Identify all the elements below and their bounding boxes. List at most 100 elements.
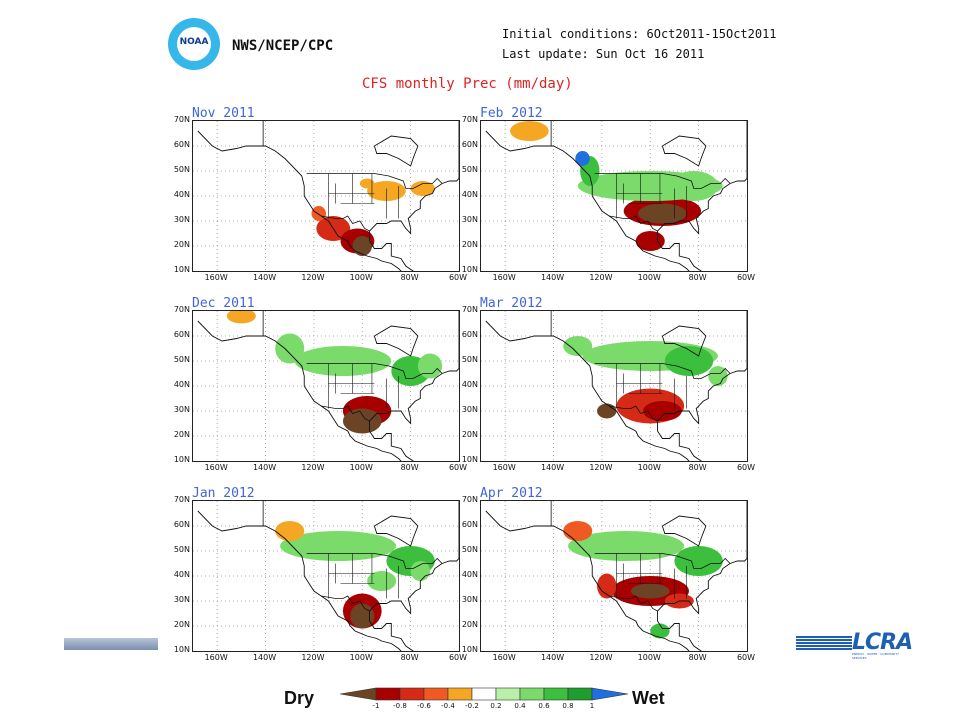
color-scale-label: -0.6 (417, 702, 431, 710)
lon-tick-label: 80W (688, 653, 707, 662)
color-scale-label: 0.6 (538, 702, 550, 710)
color-scale-box (567, 687, 593, 701)
precip-anomaly-map (192, 310, 460, 462)
color-scale-box (375, 687, 401, 701)
anomaly-region (650, 623, 670, 639)
lon-tick-label: 120W (589, 463, 613, 472)
coastline (197, 121, 459, 271)
lon-tick-label: 120W (301, 653, 325, 662)
lon-tick-label: 160W (204, 273, 228, 282)
lon-tick-label: 140W (540, 463, 565, 472)
lat-tick-label: 40N (461, 190, 478, 199)
lon-tick-label: 80W (400, 463, 419, 472)
noaa-logo: NOAA (168, 18, 220, 70)
panel-title: Mar 2012 (480, 296, 543, 311)
lat-tick-label: 70N (461, 495, 478, 504)
anomaly-region (638, 203, 687, 224)
lat-tick-label: 30N (461, 595, 478, 604)
lat-tick-label: 30N (461, 405, 478, 414)
anomaly-region (275, 521, 305, 541)
color-scale-box (519, 687, 545, 701)
lat-tick-label: 10N (461, 455, 478, 464)
coastline (197, 501, 459, 651)
panel-title: Feb 2012 (480, 106, 543, 121)
lon-tick-label: 160W (492, 273, 516, 282)
precip-anomaly-map (480, 120, 748, 272)
lon-tick-label: 80W (400, 273, 419, 282)
anomaly-region (669, 171, 718, 201)
decorative-bar (64, 638, 158, 650)
lat-tick-label: 60N (173, 520, 190, 529)
lon-tick-label: 100W (349, 273, 373, 282)
anomaly-region (352, 236, 372, 256)
lon-tick-label: 80W (400, 653, 419, 662)
color-scale-box (543, 687, 569, 701)
color-scale-bar (340, 687, 628, 701)
anomaly-region (563, 336, 593, 356)
map-panel: Nov 2011 70N 60N 50N 40N 30N 20N 10N 160W 140W 120… (174, 106, 467, 286)
color-scale-label: -0.2 (465, 702, 479, 710)
border-line (321, 215, 370, 232)
lat-tick-label: 60N (173, 140, 190, 149)
color-scale-box (399, 687, 425, 701)
lcra-logo-stripes (796, 636, 852, 650)
anomaly-region (597, 573, 617, 599)
lat-tick-label: 50N (461, 545, 478, 554)
panel-title: Nov 2011 (192, 106, 255, 121)
border-line (609, 215, 658, 232)
lat-tick-label: 50N (461, 355, 478, 364)
lcra-logo-text: LCRA (852, 630, 913, 655)
anomaly-region (417, 353, 443, 379)
lon-tick-label: 100W (637, 463, 661, 472)
border-line (306, 173, 443, 189)
noaa-logo-center (177, 27, 211, 61)
panel-title: Apr 2012 (480, 486, 543, 501)
color-scale-label: -1 (372, 702, 380, 710)
color-scale-label: -0.8 (393, 702, 407, 710)
anomaly-region (410, 181, 435, 196)
anomaly-region (575, 151, 590, 166)
lat-tick-label: 60N (173, 330, 190, 339)
lat-tick-label: 40N (173, 570, 190, 579)
lon-tick-label: 80W (688, 463, 707, 472)
lon-tick-label: 100W (349, 463, 373, 472)
color-scale-label: 0.2 (490, 702, 502, 710)
lat-tick-label: 10N (173, 455, 190, 464)
border-line (306, 363, 443, 379)
hudson-bay-coast (373, 135, 419, 167)
hudson-bay-coast (661, 325, 707, 357)
color-scale-box (471, 687, 497, 701)
hudson-bay-coast (661, 515, 707, 547)
lat-tick-label: 40N (461, 570, 478, 579)
anomaly-region (597, 403, 617, 419)
anomaly-region (294, 346, 392, 376)
lon-tick-label: 60W (448, 463, 468, 472)
color-scale-box (447, 687, 473, 701)
lat-tick-label: 30N (461, 215, 478, 224)
lat-tick-label: 30N (173, 405, 190, 414)
coastline (485, 311, 747, 461)
conditions-block: Initial conditions: 6Oct2011-15Oct2011 L… (502, 24, 777, 64)
coastline (197, 311, 459, 461)
lat-tick-label: 70N (173, 495, 190, 504)
color-scale-label: -0.4 (441, 702, 455, 710)
hudson-bay-coast (373, 325, 419, 357)
anomaly-region (410, 561, 430, 581)
anomaly-region (342, 408, 382, 434)
lat-tick-label: 10N (173, 645, 190, 654)
lat-tick-label: 50N (173, 165, 190, 174)
coastline (485, 121, 747, 271)
map-panel: Mar 2012 70N 60N 50N 40N 30N 20N 10N 160W 140W 120… (462, 296, 755, 476)
lat-tick-label: 20N (461, 620, 478, 629)
lat-tick-label: 60N (461, 140, 478, 149)
lat-tick-label: 20N (461, 430, 478, 439)
lat-tick-label: 30N (173, 215, 190, 224)
lon-tick-label: 100W (637, 273, 661, 282)
last-update: Last update: Sun Oct 16 2011 (502, 47, 705, 61)
lon-tick-label: 100W (349, 653, 373, 662)
lat-tick-label: 60N (461, 520, 478, 529)
lon-tick-label: 120W (301, 273, 325, 282)
lon-tick-label: 60W (448, 273, 468, 282)
lat-tick-label: 10N (461, 645, 478, 654)
color-scale-label: 1 (589, 702, 595, 710)
